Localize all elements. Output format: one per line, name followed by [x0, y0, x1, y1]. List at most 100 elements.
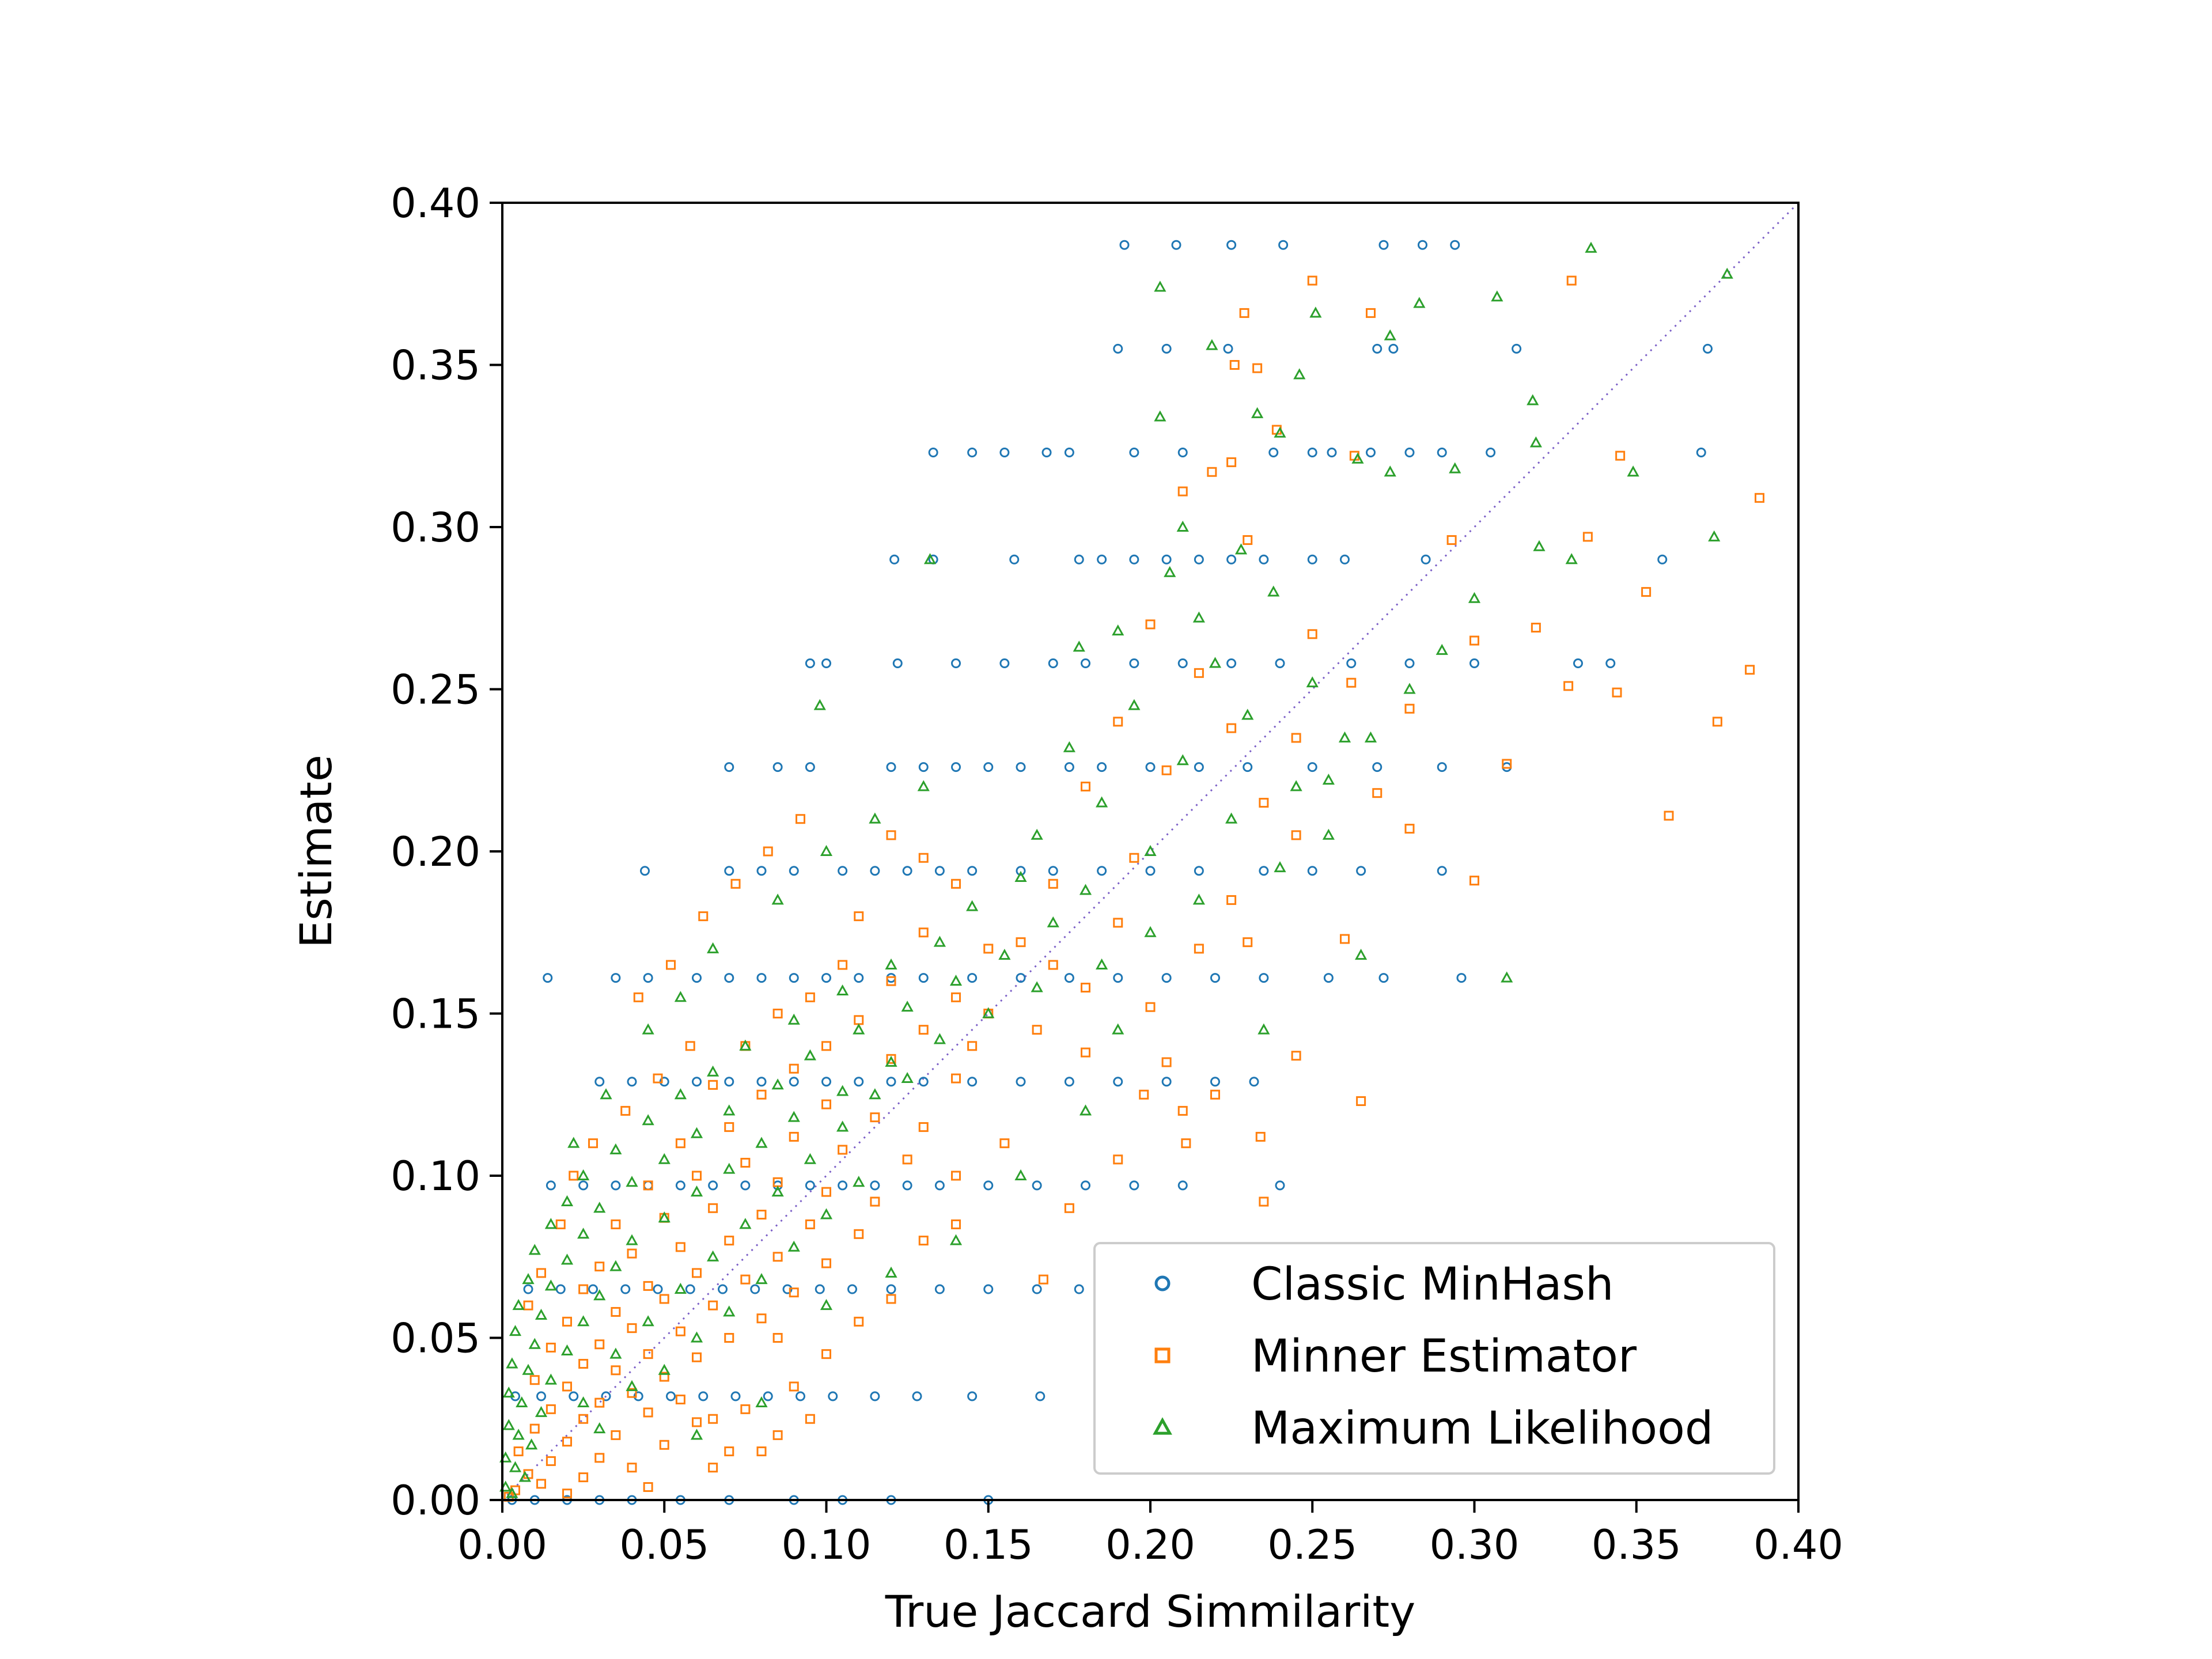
- data-point: [1340, 554, 1350, 565]
- data-point: [1145, 619, 1156, 630]
- data-point: [1225, 812, 1238, 824]
- data-point: [730, 1391, 741, 1402]
- data-point: [966, 900, 979, 911]
- data-point: [886, 762, 896, 772]
- axis-ticks: 0.00 0.05 0.10 0.15 0.20 0.25 0.30 0.35 0.40 0.00…: [391, 180, 1843, 1569]
- data-point: [1129, 658, 1139, 668]
- data-point: [1712, 717, 1722, 727]
- data-point: [813, 699, 826, 710]
- data-point: [611, 1306, 621, 1317]
- data-point: [724, 1236, 734, 1246]
- x-tick-label: 0.35: [1592, 1521, 1681, 1569]
- data-point: [1450, 240, 1460, 250]
- data-point: [1145, 866, 1156, 876]
- data-point: [643, 1180, 653, 1191]
- data-point: [1014, 870, 1027, 882]
- data-point: [999, 658, 1010, 668]
- data-point: [578, 1284, 589, 1294]
- data-point: [1527, 394, 1539, 406]
- data-point: [536, 1268, 546, 1278]
- data-point: [724, 1333, 734, 1343]
- data-point: [1194, 866, 1204, 876]
- data-point: [755, 1396, 768, 1408]
- data-point: [804, 1049, 816, 1060]
- data-point: [674, 1282, 687, 1294]
- data-point: [756, 973, 767, 983]
- data-point: [1038, 1274, 1048, 1285]
- data-point: [982, 1007, 995, 1018]
- data-point: [724, 973, 734, 983]
- data-point: [611, 973, 621, 983]
- y-tick-label: 0.10: [391, 1153, 480, 1200]
- data-point: [886, 1294, 896, 1304]
- data-point: [708, 1203, 718, 1213]
- data-point: [578, 1359, 589, 1369]
- data-point: [1403, 683, 1416, 694]
- data-point: [1366, 308, 1376, 318]
- data-point: [692, 973, 702, 983]
- data-point: [594, 1339, 605, 1350]
- data-point: [578, 1472, 589, 1483]
- data-point: [885, 1055, 897, 1067]
- data-point: [675, 1394, 685, 1404]
- data-point: [708, 1080, 718, 1090]
- data-point: [1657, 554, 1668, 565]
- data-point: [772, 762, 783, 772]
- data-point: [918, 1236, 929, 1246]
- data-point: [1372, 343, 1382, 354]
- data-point: [1322, 774, 1335, 785]
- data-point: [821, 1187, 831, 1197]
- data-point: [1413, 297, 1426, 308]
- data-point: [998, 949, 1011, 960]
- data-point: [674, 1088, 687, 1100]
- data-point: [1437, 448, 1447, 458]
- data-point: [1566, 275, 1577, 286]
- data-point: [951, 762, 961, 772]
- data-point: [787, 1013, 800, 1025]
- data-point: [1073, 641, 1085, 652]
- data-point: [1154, 410, 1166, 422]
- data-point: [923, 553, 937, 565]
- series-square-group: [503, 275, 1764, 1502]
- data-point: [771, 893, 784, 905]
- data-point: [983, 944, 994, 954]
- data-point: [1307, 448, 1317, 458]
- legend-label: Classic MinHash: [1251, 1259, 1613, 1310]
- data-point: [523, 1300, 533, 1310]
- data-point: [870, 1112, 880, 1123]
- data-point: [1404, 703, 1415, 714]
- data-point: [756, 1077, 767, 1087]
- data-point: [1176, 520, 1189, 532]
- data-point: [609, 1347, 622, 1359]
- data-point: [546, 1180, 556, 1191]
- data-point: [1177, 486, 1188, 497]
- data-point: [1293, 368, 1306, 380]
- data-point: [658, 1153, 671, 1164]
- data-point: [918, 853, 929, 863]
- data-point: [626, 1234, 638, 1245]
- data-point: [836, 1085, 849, 1096]
- data-point: [983, 1180, 994, 1191]
- data-point: [685, 1284, 695, 1294]
- data-point: [901, 1071, 914, 1084]
- data-point: [1194, 668, 1204, 678]
- y-tick-label: 0.30: [391, 504, 480, 551]
- data-point: [789, 1381, 799, 1392]
- data-point: [1226, 554, 1237, 565]
- data-point: [708, 1414, 718, 1424]
- data-point: [1113, 343, 1123, 354]
- data-point: [1081, 1047, 1090, 1058]
- data-point: [1378, 240, 1389, 250]
- data-point: [1274, 861, 1286, 873]
- data-point: [870, 1391, 880, 1402]
- data-point: [1047, 916, 1059, 927]
- data-point: [756, 1089, 767, 1100]
- data-point: [1384, 329, 1396, 340]
- data-point: [1016, 937, 1026, 948]
- data-point: [886, 1054, 896, 1064]
- data-point: [659, 1372, 669, 1382]
- data-point: [1612, 687, 1622, 698]
- data-point: [1016, 973, 1026, 983]
- data-point: [854, 911, 864, 922]
- data-point: [967, 1041, 978, 1051]
